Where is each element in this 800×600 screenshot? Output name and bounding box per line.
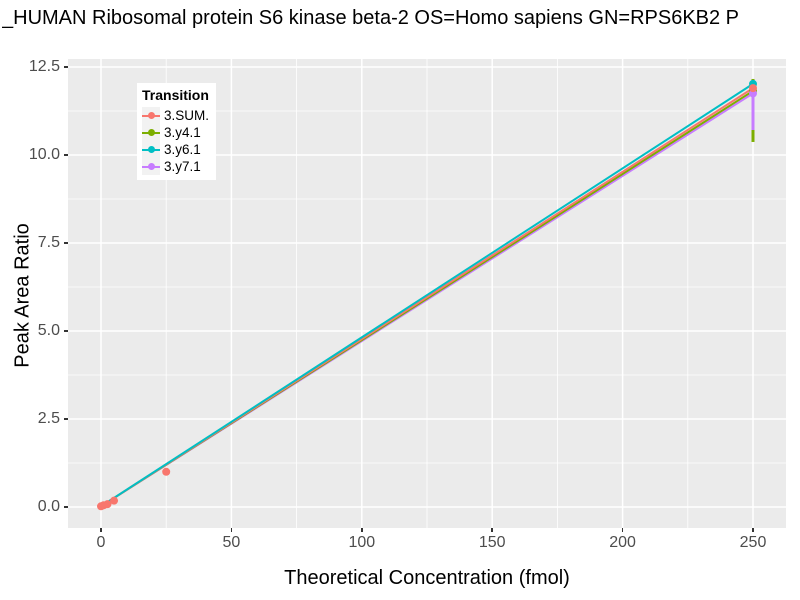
legend-item-label: 3.y6.1: [164, 142, 201, 157]
legend-title: Transition: [142, 87, 209, 103]
x-tick-label: 200: [609, 534, 636, 551]
regression-line: [100, 83, 754, 508]
y-tick-mark: [64, 506, 68, 508]
legend-item: 3.y7.1: [142, 158, 213, 175]
legend-key-swatch: [142, 124, 160, 141]
legend-item: 3.y4.1: [142, 124, 213, 141]
point-icon: [147, 163, 155, 170]
x-tick-mark: [100, 528, 102, 532]
data-point: [110, 496, 119, 505]
legend-key-swatch: [142, 158, 160, 175]
data-point: [749, 84, 757, 93]
y-tick-mark: [64, 66, 68, 68]
y-axis-title: Peak Area Ratio: [11, 223, 34, 368]
data-point: [103, 500, 112, 509]
legend-item: 3.y6.1: [142, 141, 213, 158]
x-tick-mark: [230, 528, 233, 532]
legend-item-label: 3.y4.1: [164, 125, 201, 140]
point-icon: [147, 112, 155, 119]
x-tick-mark: [752, 528, 754, 532]
y-tick-label: 12.5: [28, 58, 60, 75]
x-tick-label: 250: [739, 534, 767, 551]
y-tick-label: 10.0: [28, 146, 60, 163]
y-tick-mark: [64, 154, 68, 156]
x-tick-label: 50: [222, 534, 241, 551]
y-tick-mark: [64, 330, 68, 332]
x-tick-label: 100: [348, 534, 376, 551]
x-tick-label: 0: [96, 534, 106, 551]
legend-key-swatch: [142, 141, 160, 158]
legend-key-swatch: [142, 107, 160, 124]
x-tick-label: 150: [478, 534, 506, 551]
data-point: [162, 467, 171, 476]
x-tick-mark: [621, 528, 624, 532]
chart-title: _HUMAN Ribosomal protein S6 kinase beta-…: [2, 7, 740, 29]
point-icon: [147, 146, 155, 153]
y-tick-mark: [64, 242, 68, 244]
legend-item-label: 3.SUM.: [164, 108, 210, 123]
legend-item-label: 3.y7.1: [164, 159, 201, 174]
plot-area: [68, 59, 786, 528]
point-icon: [147, 129, 155, 136]
y-tick-label: 2.5: [37, 410, 60, 427]
x-tick-mark: [361, 528, 363, 532]
legend: Transition 3.SUM. 3.y4.1 3.y6.1 3.y7.1: [137, 83, 216, 180]
x-tick-mark: [491, 528, 493, 532]
x-axis-title: Theoretical Concentration (fmol): [284, 567, 570, 589]
y-tick-label: 7.5: [37, 234, 60, 251]
y-tick-label: 5.0: [37, 322, 60, 339]
legend-item: 3.SUM.: [142, 107, 213, 124]
y-tick-mark: [64, 418, 68, 420]
y-tick-label: 0.0: [37, 498, 60, 515]
